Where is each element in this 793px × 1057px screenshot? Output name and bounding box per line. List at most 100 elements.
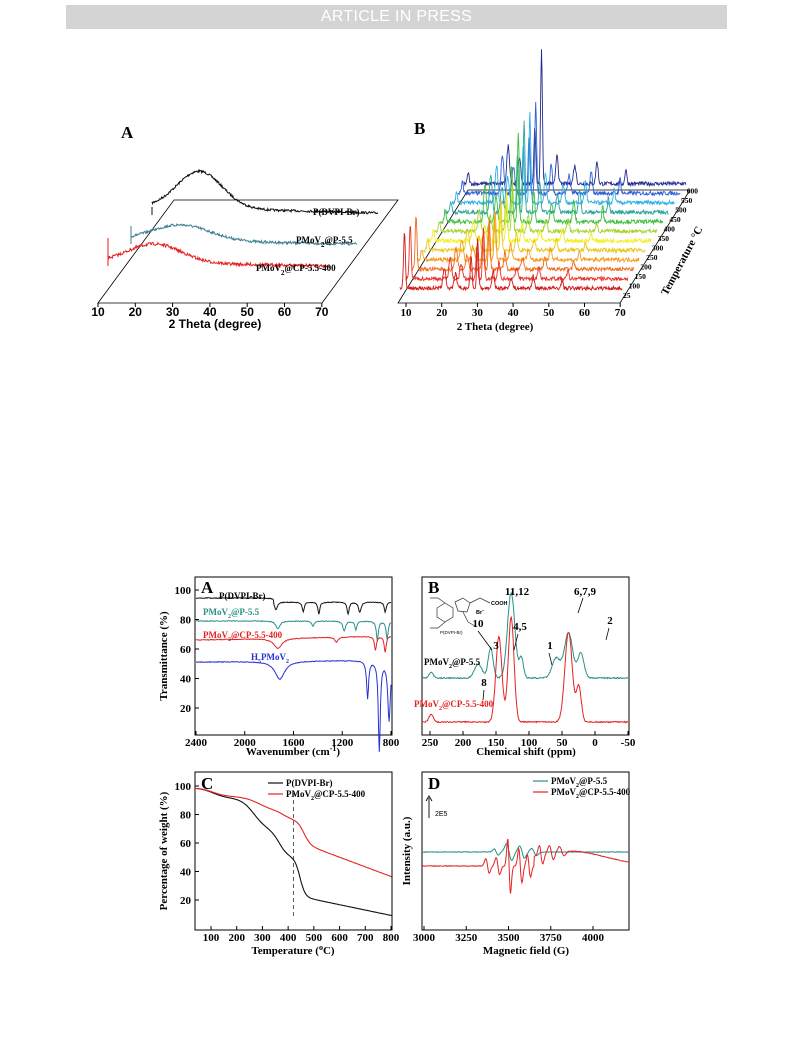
- xtick-label: 70: [615, 307, 627, 319]
- tga-ticks: 100 200 300 400 500 600 700 800 100 80 60 40 20: [175, 781, 400, 944]
- peak-label: 4,5: [513, 621, 527, 633]
- label-ftir-pmov2-cp: PMoV2@CP-5.5-400: [203, 630, 283, 643]
- label-ftir-pdvpi: P(DVPI-Br): [219, 591, 266, 601]
- series-pmov2-p-ftir: [195, 619, 392, 642]
- peak-arrow: [477, 630, 493, 651]
- xtick-label: 20: [436, 307, 448, 319]
- article-in-press-banner: ARTICLE IN PRESS: [66, 5, 727, 29]
- tick-label: 800: [383, 737, 400, 749]
- peak-label: 2: [607, 615, 613, 627]
- xtick-label: 40: [508, 307, 520, 319]
- xrd-temperature-trace: [399, 233, 623, 292]
- label-ftir-h5pmov2: H5PMoV2: [251, 652, 289, 665]
- panel-d-label: D: [428, 774, 440, 793]
- tick-label: 2000: [234, 737, 257, 749]
- xlabel-nmr: Chemical shift (ppm): [476, 746, 576, 758]
- xtick-label: 10: [91, 305, 105, 319]
- xrd-temperature-trace: [445, 120, 669, 216]
- peak-annotations: 11,12 6,7,9 2 10 3 4,5 1 8: [473, 586, 613, 701]
- series-pmov2-cp-ftir: [195, 635, 392, 653]
- tick-label: 200: [455, 737, 472, 749]
- temperature-tick: 25: [623, 291, 631, 300]
- tick-label: 80: [180, 615, 192, 627]
- tick-label: 60: [180, 838, 192, 850]
- xtick-label: 50: [241, 305, 255, 319]
- series-h5pmov2-ftir: [196, 660, 392, 752]
- panel-b2-label: B: [428, 578, 439, 597]
- xrd-panel-b: B 10 20 30 40 50 60 70 60055050045040035030025…: [397, 49, 705, 333]
- benzene-ring: [436, 602, 454, 623]
- series-pmov2-cp: [107, 241, 331, 269]
- ylabel-ftir: Transmittance (%): [158, 611, 170, 701]
- xtick-label: 20: [129, 305, 143, 319]
- xrd-temperature-trace: [457, 101, 681, 197]
- series-pmov2-cp-tga: [194, 787, 392, 878]
- temperature-tick: 150: [635, 272, 647, 281]
- peak-label: 8: [481, 677, 487, 689]
- panel-c-label: C: [201, 774, 213, 793]
- tick-label: 20: [180, 895, 192, 907]
- floor-frame-b: [397, 189, 691, 304]
- temperature-tick: 250: [646, 253, 658, 262]
- chains: [430, 597, 491, 629]
- tick-label: 3750: [540, 932, 563, 944]
- tick-label: 60: [180, 644, 192, 656]
- label-nmr-pmov2-cp: PMoV2@CP-5.5-400: [414, 699, 494, 712]
- xtick-label: 60: [579, 307, 591, 319]
- tick-label: 500: [306, 932, 323, 944]
- series-pdvpi-br: [151, 168, 379, 215]
- label-pmov2-cp: PMoV2@CP-5.5-400: [256, 263, 336, 277]
- tick-label: 300: [254, 932, 271, 944]
- tick-label: 3250: [455, 932, 478, 944]
- xlabel-ftir: Wavenumber (cm-1): [246, 744, 341, 759]
- nmr-ticks: 250 200 150 100 50 0 -50: [422, 731, 636, 749]
- tick-label: 50: [557, 737, 569, 749]
- tick-label: 40: [180, 867, 192, 879]
- peak-arrow: [605, 627, 610, 641]
- tick-label: 20: [180, 703, 192, 715]
- temperature-tick: 300: [652, 244, 664, 253]
- temperature-tick: 400: [664, 225, 676, 234]
- imidazole-ring: [454, 597, 471, 613]
- ylabel-epr: Intensity (a.u.): [401, 816, 413, 885]
- series-pmov2-p-epr: [421, 843, 630, 861]
- tick-label: 80: [180, 810, 192, 822]
- peak-arrow: [577, 597, 584, 614]
- scale-arrow-icon: [425, 795, 433, 818]
- tick-label: 1600: [283, 737, 306, 749]
- tick-label: 400: [280, 932, 297, 944]
- tick-label: 4000: [582, 932, 605, 944]
- xticks-b: 10 20 30 40 50 60 70: [401, 303, 627, 319]
- label-pmov2-p: PMoV2@P-5.5: [296, 235, 353, 249]
- legend-epr-pmov2-cp: PMoV2@CP-5.5-400: [551, 787, 631, 800]
- series-pmov2-cp-nmr: [422, 616, 628, 724]
- chemical-structure: [430, 597, 491, 629]
- ftir-panel: A 2400 2000 1600 1200 800 100 80 60 40 20 P(DVPI-…: [158, 576, 400, 759]
- legend-tga-pdvpi: P(DVPI-Br): [286, 778, 333, 788]
- tick-label: 250: [422, 737, 439, 749]
- peak-label: 3: [493, 640, 499, 652]
- peak-arrow: [482, 689, 485, 701]
- peak-label: 11,12: [505, 586, 530, 598]
- tick-label: 3000: [413, 932, 436, 944]
- xlabel-b: 2 Theta (degree): [457, 321, 534, 333]
- label-ftir-pmov2-p: PMoV2@P-5.5: [203, 607, 260, 620]
- temperature-tick: 450: [669, 215, 681, 224]
- xrd-temperature-trace: [451, 111, 675, 207]
- peak-label: 1: [547, 640, 553, 652]
- tick-label: 1200: [331, 737, 354, 749]
- tick-label: 150: [488, 737, 505, 749]
- xlabel-a: 2 Theta (degree): [169, 317, 262, 331]
- tga-panel: C 100 200 300 400 500 600 700 800 100 80 60 40 20 P(…: [158, 771, 400, 957]
- tick-label: 800: [383, 932, 400, 944]
- panel-a2-label: A: [201, 578, 214, 597]
- temperature-tick: 100: [629, 282, 641, 291]
- tick-label: -50: [621, 737, 636, 749]
- series-pmov2-p: [130, 223, 358, 247]
- peak-label: 6,7,9: [574, 586, 597, 598]
- temperature-tick: 600: [687, 187, 699, 196]
- xlabel-epr: Magnetic field (G): [483, 945, 569, 957]
- xtick-label: 30: [472, 307, 484, 319]
- xrd-panel-a: A 10 20 30 40 50 60 70 2 Theta (degree) P(DVPI…: [91, 123, 399, 331]
- tick-label: 40: [180, 674, 192, 686]
